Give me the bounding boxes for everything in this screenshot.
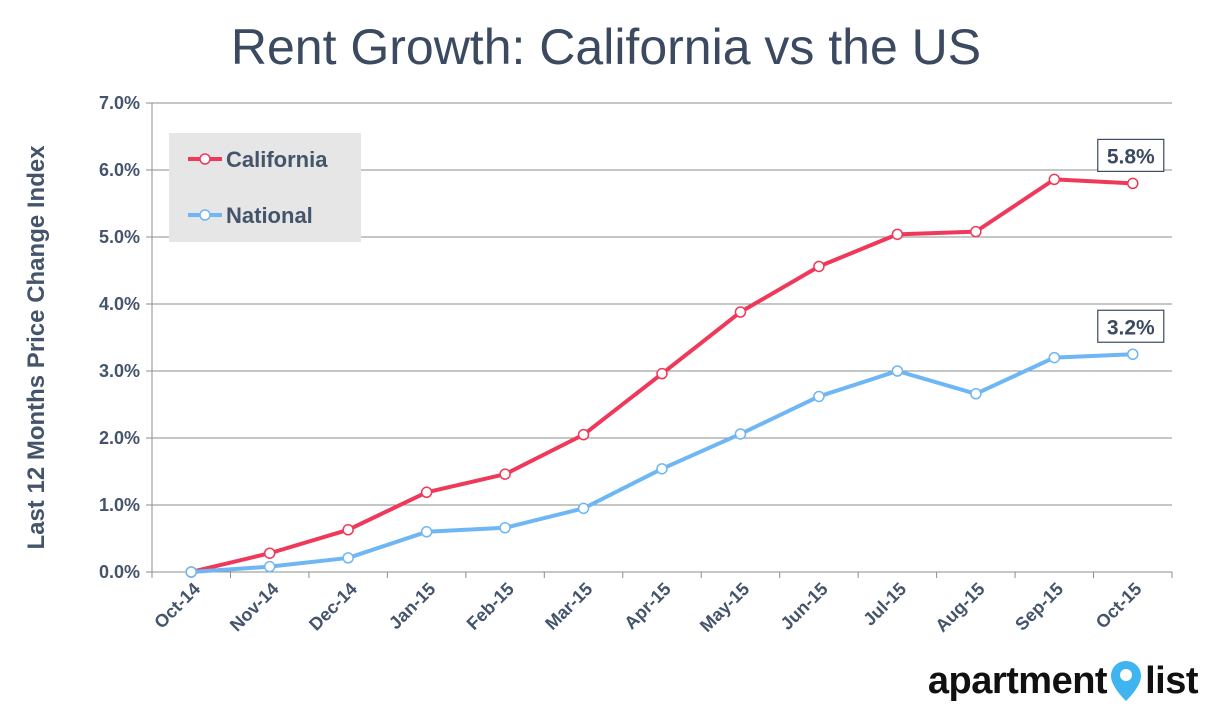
legend-label: California [226, 147, 328, 172]
data-point-national [342, 552, 354, 564]
logo-text-apartment: apartment [927, 659, 1108, 702]
map-pin-icon [1111, 661, 1142, 701]
data-point-california [891, 228, 904, 241]
x-tick-label: Aug-15 [931, 579, 988, 636]
data-point-california [342, 524, 354, 536]
legend: California National [169, 133, 361, 242]
x-tick-label: Jul-15 [859, 579, 910, 630]
data-point-california [813, 260, 825, 273]
data-point-california [1127, 177, 1139, 190]
data-point-national [813, 390, 825, 403]
x-tick-label: Sep-15 [1011, 579, 1067, 635]
data-labels: 5.8% 3.2% [1097, 138, 1165, 343]
chart-title: Rent Growth: California vs the US [230, 19, 982, 75]
data-point-national [499, 522, 511, 534]
logo-text-list: list [1145, 659, 1198, 702]
y-tick-label: 3.0% [99, 361, 140, 381]
legend-box [169, 133, 361, 242]
y-tick-label: 1.0% [99, 495, 140, 515]
data-point-california [577, 428, 590, 441]
data-point-national [420, 526, 433, 538]
data-point-california [734, 306, 747, 318]
y-tick-label: 0.0% [99, 562, 140, 582]
x-tick-label: Dec-14 [305, 579, 361, 635]
x-tick-label: Feb-15 [463, 579, 518, 634]
data-point-national [656, 463, 668, 475]
y-tick-label: 2.0% [99, 428, 140, 448]
x-tick-label: Oct-14 [150, 579, 204, 633]
data-point-california [1048, 173, 1061, 186]
data-point-california [970, 225, 982, 238]
series-lines [185, 173, 1139, 578]
data-point-california [656, 367, 668, 380]
y-tick-label: 6.0% [99, 160, 140, 180]
y-tick-label: 5.0% [99, 227, 140, 247]
data-label: 3.2% [1107, 316, 1155, 339]
data-point-national [185, 566, 197, 578]
data-point-national [970, 388, 982, 400]
data-label-box [1097, 138, 1165, 172]
x-tick-label: Oct-15 [1092, 579, 1146, 633]
data-point-national [1048, 351, 1061, 364]
y-tick-label: 4.0% [99, 294, 140, 314]
x-tick-label: Jun-15 [777, 579, 832, 634]
y-tick-label: 7.0% [99, 93, 140, 113]
data-point-california [499, 468, 511, 480]
apartment-list-logo: apartment list [927, 657, 1199, 705]
legend-swatch-marker [199, 209, 211, 221]
data-point-national [263, 560, 276, 573]
data-label: 5.8% [1107, 145, 1155, 168]
data-label-box [1097, 309, 1165, 343]
y-axis-title: Last 12 Months Price Change Index [23, 145, 50, 550]
legend-label: National [226, 203, 313, 228]
data-point-national [577, 502, 590, 515]
x-tick-label: Mar-15 [541, 579, 596, 634]
data-point-national [734, 428, 747, 440]
x-tick-label: May-15 [696, 579, 753, 636]
x-tick-label: Apr-15 [620, 579, 674, 633]
data-point-california [420, 486, 433, 499]
legend-swatch-marker [199, 153, 211, 165]
data-point-california [263, 547, 276, 559]
data-point-national [1127, 348, 1139, 360]
x-tick-label: Nov-14 [226, 579, 283, 636]
data-point-national [891, 365, 904, 377]
x-tick-label: Jan-15 [385, 579, 439, 633]
